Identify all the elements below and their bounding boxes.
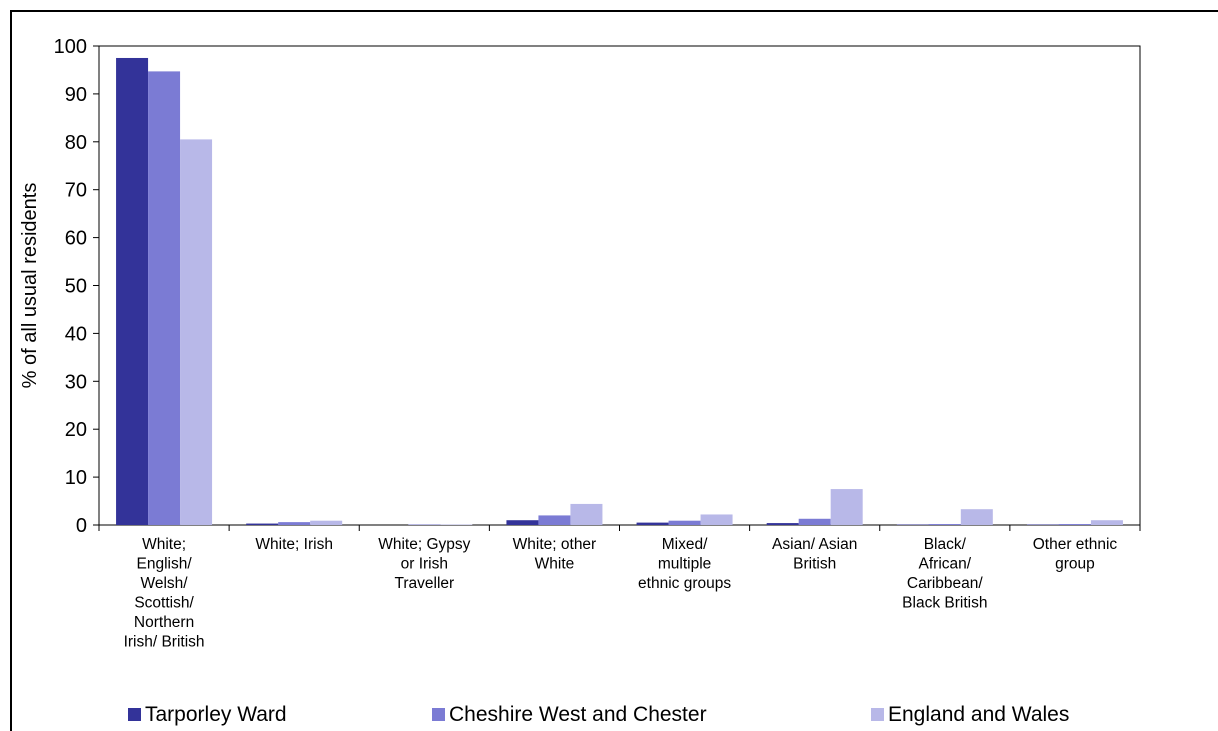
bar xyxy=(668,520,701,525)
x-tick-label: White; other White xyxy=(513,536,597,573)
legend-swatch xyxy=(871,708,884,721)
bar xyxy=(116,57,149,525)
bar xyxy=(700,514,733,525)
y-tick-label: 30 xyxy=(65,371,87,393)
y-tick-label: 40 xyxy=(65,323,87,345)
x-tick-label: Mixed/multiple ethnic groups xyxy=(638,536,731,592)
x-tick-label: Black/African/Caribbean/Black British xyxy=(902,536,987,612)
legend-label: Tarporley Ward xyxy=(145,703,287,726)
bar xyxy=(180,139,213,525)
x-tick-label: White; English/Welsh/Scottish/Northern Iri… xyxy=(124,536,205,651)
plot-area xyxy=(98,45,1141,526)
bar xyxy=(278,522,311,525)
legend-label: England and Wales xyxy=(888,703,1069,726)
y-tick-label: 80 xyxy=(65,132,87,154)
y-tick-label: 0 xyxy=(76,515,87,537)
bar xyxy=(1058,524,1091,525)
legend-label: Cheshire West and Chester xyxy=(449,703,707,726)
bar xyxy=(636,522,669,525)
x-tick-label: White; Gypsy or Irish Traveller xyxy=(378,536,470,592)
y-axis-label: % of all usual residents xyxy=(19,183,41,389)
bar xyxy=(538,515,571,525)
x-tick-label: Other ethnic group xyxy=(1033,536,1118,573)
bar xyxy=(960,509,993,525)
y-tick-label: 60 xyxy=(65,228,87,250)
y-tick-label: 70 xyxy=(65,180,87,202)
y-tick-label: 10 xyxy=(65,467,87,489)
bar xyxy=(310,520,343,525)
chart-frame xyxy=(10,10,1218,731)
bar xyxy=(148,71,181,526)
bar xyxy=(246,523,279,525)
bar xyxy=(928,524,961,525)
x-tick-label: Asian/ Asian British xyxy=(772,536,857,573)
bar xyxy=(766,523,799,525)
bar xyxy=(570,503,603,525)
legend-swatch xyxy=(128,708,141,721)
y-tick-label: 20 xyxy=(65,419,87,441)
bar xyxy=(830,489,863,525)
bar xyxy=(506,520,539,525)
bar xyxy=(798,518,831,525)
y-tick-label: 90 xyxy=(65,84,87,106)
bar xyxy=(1090,520,1123,525)
y-tick-label: 100 xyxy=(54,36,87,58)
legend-swatch xyxy=(432,708,445,721)
x-tick-label: White; Irish xyxy=(255,536,333,553)
y-tick-label: 50 xyxy=(65,276,87,298)
